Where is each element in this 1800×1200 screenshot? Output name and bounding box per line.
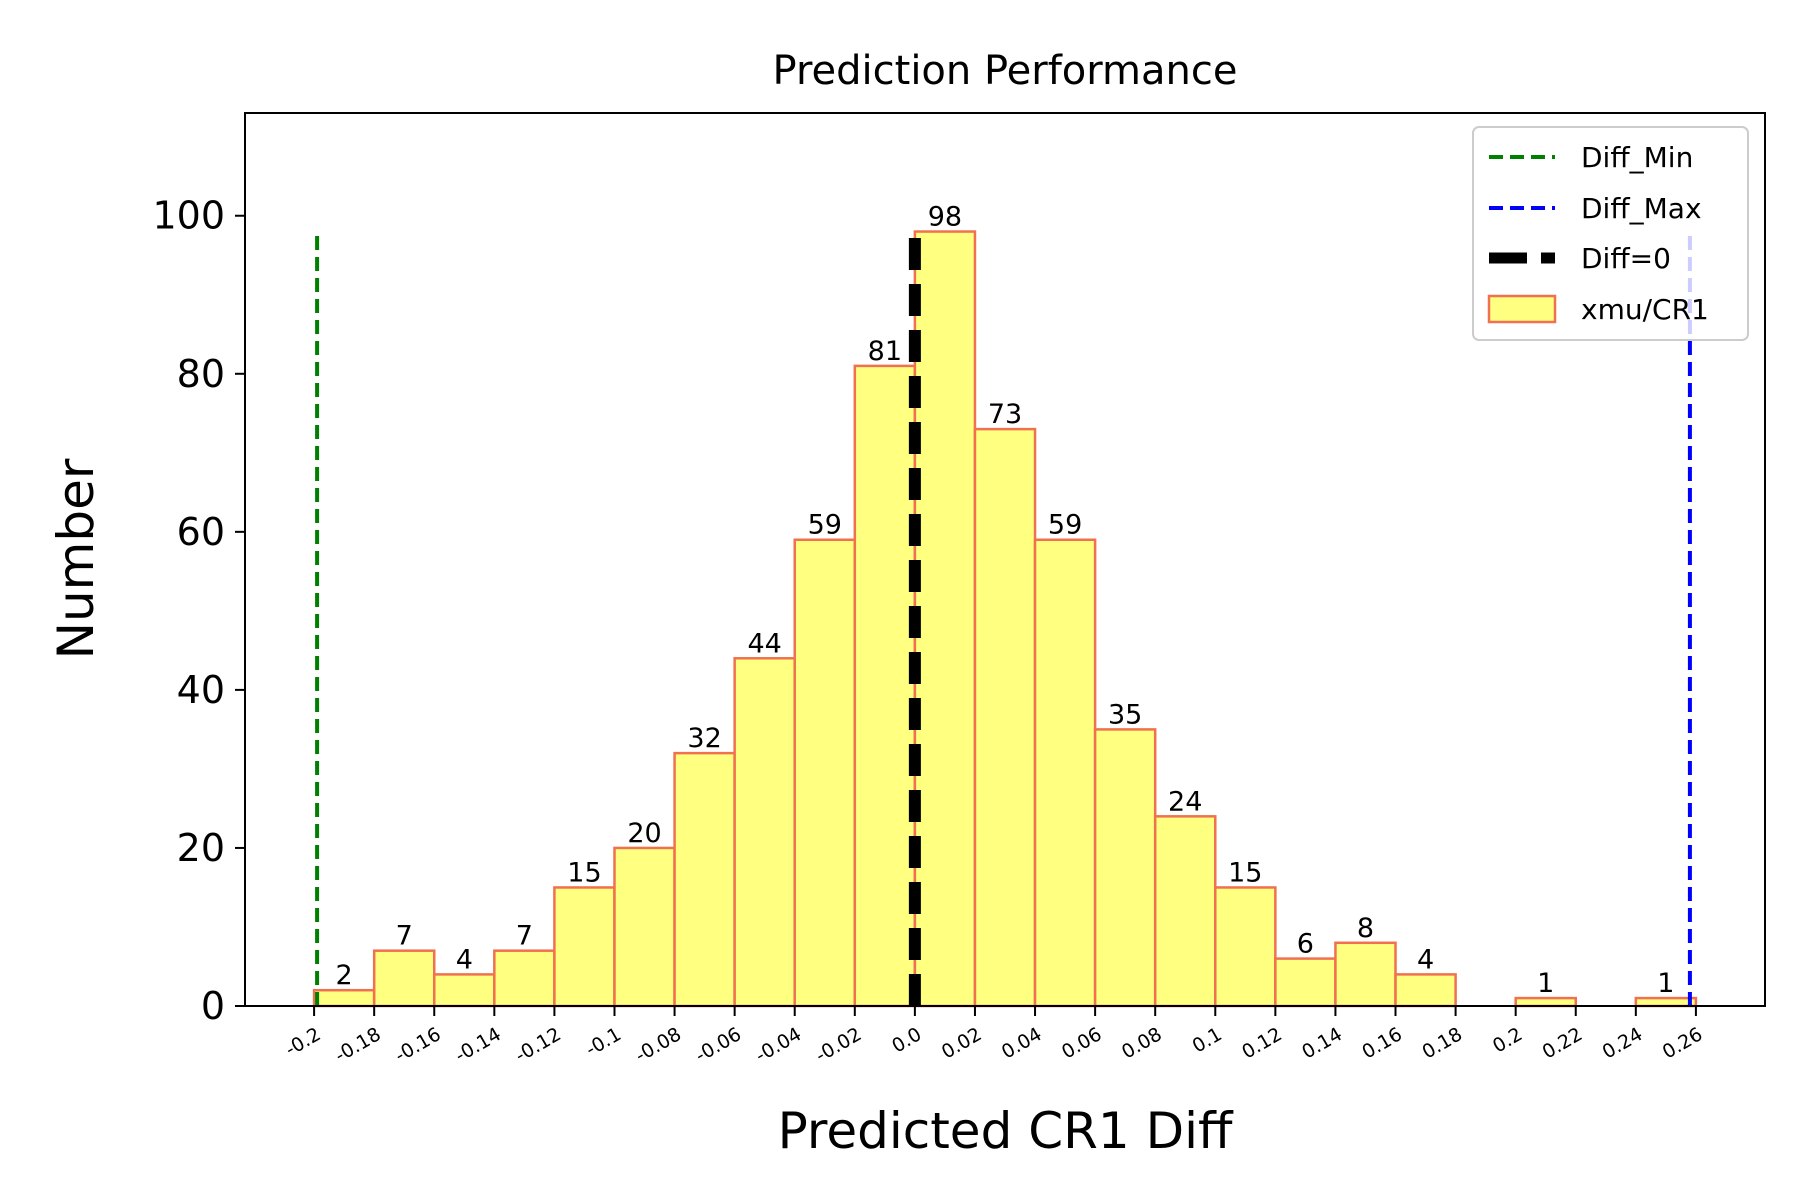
x-tick-label: 0.16 xyxy=(1358,1023,1406,1063)
chart-title: Prediction Performance xyxy=(773,48,1238,94)
x-tick-label: 0.06 xyxy=(1058,1023,1106,1063)
histogram-bar xyxy=(1634,996,1698,1008)
bar-value-label: 15 xyxy=(1228,857,1262,888)
bar-value-label: 20 xyxy=(627,818,661,849)
x-tick-label: -0.08 xyxy=(631,1023,685,1067)
bar-value-label: 7 xyxy=(516,921,533,952)
bars-group xyxy=(312,230,1698,1008)
bar-value-label: 81 xyxy=(868,336,902,367)
x-tick-label: 0.26 xyxy=(1659,1023,1707,1063)
x-tick-label: -0.16 xyxy=(391,1023,445,1067)
x-tick-label: 0.0 xyxy=(888,1023,925,1057)
x-tick-label: 0.2 xyxy=(1489,1023,1526,1057)
x-tick-label: -0.14 xyxy=(451,1023,505,1067)
bar-value-label: 4 xyxy=(1417,944,1434,975)
bar-value-label: 35 xyxy=(1108,699,1142,730)
histogram-bar xyxy=(1334,941,1397,1008)
histogram-bar xyxy=(853,364,917,1008)
x-tick-label: 0.12 xyxy=(1238,1023,1286,1063)
bar-value-label: 4 xyxy=(456,944,473,975)
histogram-bar xyxy=(1214,886,1277,1008)
x-axis-label: Predicted CR1 Diff xyxy=(778,1102,1234,1160)
bar-value-label: 44 xyxy=(748,628,782,659)
bar-value-label: 6 xyxy=(1297,929,1314,960)
histogram-bar xyxy=(553,886,616,1008)
bar-value-label: 59 xyxy=(808,510,842,541)
y-axis-label: Number xyxy=(47,458,105,659)
histogram-bar xyxy=(1274,957,1337,1008)
histogram-bar xyxy=(913,230,977,1008)
x-tick-label: 0.02 xyxy=(938,1023,986,1063)
bar-value-label: 24 xyxy=(1168,786,1202,817)
legend-entry-label: Diff_Max xyxy=(1581,192,1702,225)
legend-entry-label: Diff=0 xyxy=(1581,242,1671,275)
bar-value-label: 73 xyxy=(988,399,1022,430)
x-tick-label: -0.04 xyxy=(752,1023,806,1067)
histogram-bar xyxy=(733,657,796,1008)
x-tick-label: 0.04 xyxy=(998,1023,1046,1063)
x-tick-label: 0.14 xyxy=(1298,1023,1346,1063)
legend-entry-label: Diff_Min xyxy=(1581,141,1693,174)
histogram-bar xyxy=(1153,815,1217,1008)
bar-value-label: 1 xyxy=(1657,968,1674,999)
y-tick-label: 80 xyxy=(177,352,225,396)
bar-value-label: 8 xyxy=(1357,913,1374,944)
x-tick-label: -0.02 xyxy=(812,1023,866,1067)
x-tick-label: -0.06 xyxy=(692,1023,746,1067)
bar-value-label: 7 xyxy=(396,921,413,952)
bar-value-label: 1 xyxy=(1537,968,1554,999)
x-tick-label: 0.08 xyxy=(1118,1023,1166,1063)
y-tick-label: 60 xyxy=(177,510,225,554)
bar-value-label: 59 xyxy=(1048,510,1082,541)
plot-frame xyxy=(244,112,1766,1007)
histogram-bar xyxy=(1093,728,1157,1008)
bar-labels-group: 2 7 4 7 15 20 32 44 59 81 98 73 59 35 24 15 6 8 4 1 1 xyxy=(336,202,1675,1000)
bar-value-label: 2 xyxy=(336,960,353,991)
x-tick-label: 0.1 xyxy=(1189,1023,1226,1057)
x-tick-label: 0.24 xyxy=(1599,1023,1647,1063)
x-tick-label: 0.18 xyxy=(1418,1023,1466,1063)
histogram-bar xyxy=(673,751,736,1008)
legend-patch-swatch xyxy=(1487,294,1557,324)
bar-value-label: 15 xyxy=(567,857,601,888)
y-tick-label: 0 xyxy=(201,984,225,1028)
histogram-bar xyxy=(1033,538,1097,1008)
reference-lines-group xyxy=(315,231,1692,1006)
x-tick-label: -0.1 xyxy=(582,1023,625,1061)
x-axis: -0.2 -0.18 -0.16 -0.14 -0.12 -0.1 -0.08 -0.06 -0… xyxy=(281,1006,1706,1067)
y-tick-label: 100 xyxy=(152,194,225,238)
histogram-bar xyxy=(793,538,857,1008)
y-tick-label: 20 xyxy=(177,826,225,870)
histogram-bar xyxy=(493,949,556,1008)
legend-box xyxy=(1472,126,1749,341)
x-tick-label: -0.2 xyxy=(281,1023,324,1061)
legend-entry-label: xmu/CR1 xyxy=(1581,293,1709,326)
histogram-bar xyxy=(613,846,676,1008)
histogram-bar xyxy=(1394,973,1457,1008)
bar-value-label: 32 xyxy=(687,723,721,754)
histogram-bar xyxy=(973,427,1037,1008)
x-tick-label: 0.22 xyxy=(1539,1023,1587,1063)
y-tick-label: 40 xyxy=(177,668,225,712)
histogram-bar xyxy=(432,973,496,1008)
histogram-bar xyxy=(372,949,436,1008)
histogram-bar xyxy=(312,988,376,1008)
legend: Diff_Min Diff_Max Diff=0 xmu/CR1 xyxy=(1472,126,1749,341)
bar-value-label: 98 xyxy=(928,202,962,233)
x-tick-label: -0.18 xyxy=(331,1023,385,1067)
y-axis: 0 20 40 60 80 100 xyxy=(152,194,245,1028)
x-tick-label: -0.12 xyxy=(511,1023,565,1067)
histogram-bar xyxy=(1514,996,1578,1008)
